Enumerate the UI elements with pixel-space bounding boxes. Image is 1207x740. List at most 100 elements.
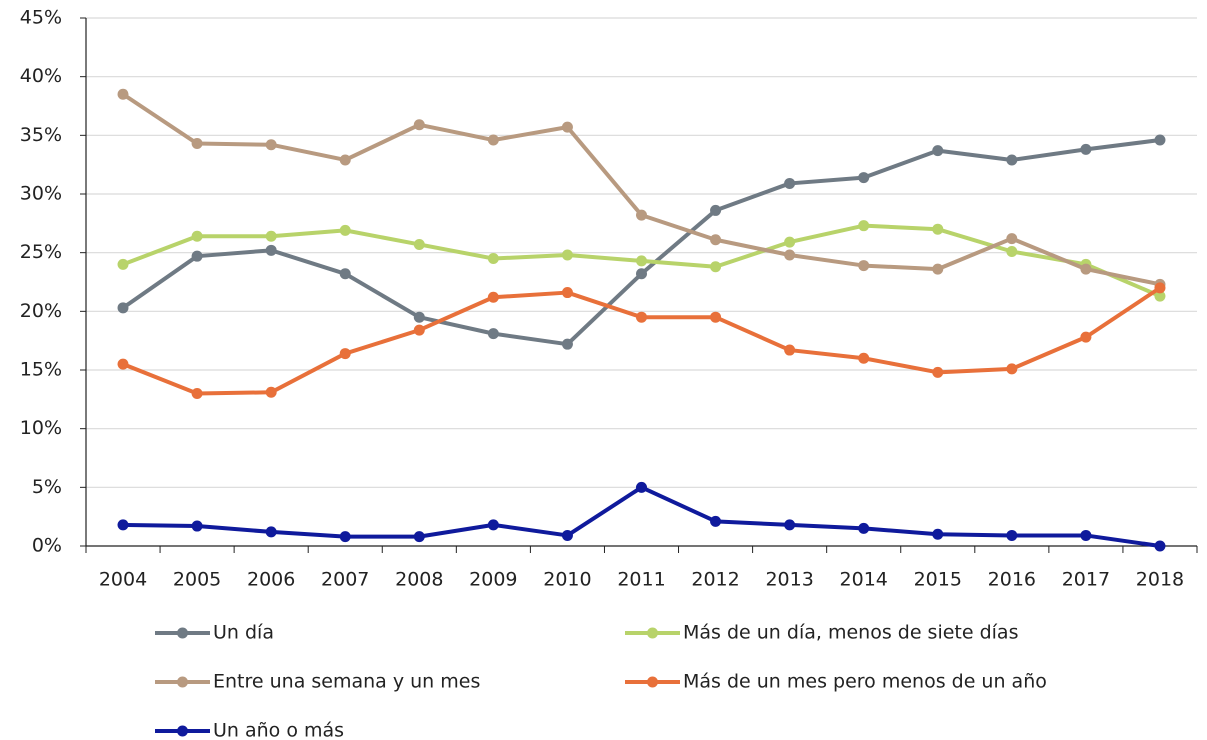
x-tick-label: 2016 xyxy=(988,569,1036,591)
data-point xyxy=(265,139,277,151)
legend-label: Un día xyxy=(213,622,274,644)
data-point xyxy=(1154,540,1166,552)
data-point xyxy=(932,223,944,235)
x-tick-label: 2013 xyxy=(765,569,813,591)
data-point xyxy=(858,220,870,232)
x-tick-label: 2011 xyxy=(617,569,665,591)
data-point xyxy=(265,230,277,242)
data-point xyxy=(1154,290,1166,302)
data-point xyxy=(784,344,796,356)
data-point xyxy=(1006,233,1018,245)
data-point xyxy=(1080,143,1092,155)
data-point xyxy=(413,531,425,543)
x-tick-label: 2005 xyxy=(173,569,221,591)
data-point xyxy=(117,88,129,100)
data-point xyxy=(636,255,647,267)
series-line xyxy=(123,485,1161,548)
data-point xyxy=(339,224,351,236)
data-point xyxy=(561,338,573,350)
data-point xyxy=(413,324,425,336)
data-point xyxy=(1006,363,1018,375)
x-tick-label: 2009 xyxy=(469,569,517,591)
data-point xyxy=(1006,245,1018,257)
y-tick-label: 20% xyxy=(20,300,62,322)
y-tick-label: 35% xyxy=(20,124,62,146)
data-point xyxy=(117,519,129,531)
data-point xyxy=(561,249,573,261)
data-point xyxy=(487,253,499,265)
data-point xyxy=(561,529,573,541)
data-point xyxy=(1080,529,1092,541)
x-tick-label: 2017 xyxy=(1062,569,1110,591)
data-point xyxy=(858,260,870,272)
x-tick-label: 2008 xyxy=(395,569,443,591)
data-point xyxy=(339,348,351,360)
data-point xyxy=(1154,282,1166,294)
legend-marker xyxy=(647,676,658,688)
x-tick-label: 2012 xyxy=(691,569,739,591)
data-point xyxy=(117,258,129,270)
legend-marker xyxy=(177,676,188,688)
data-point xyxy=(191,230,203,242)
legend-marker xyxy=(177,725,188,737)
data-point xyxy=(784,249,796,261)
data-point xyxy=(1154,134,1166,146)
data-point xyxy=(784,236,796,248)
data-point xyxy=(858,352,870,364)
y-tick-label: 30% xyxy=(20,183,62,205)
data-point xyxy=(858,172,870,184)
legend-label: Más de un mes pero menos de un año xyxy=(683,671,1047,693)
x-tick-label: 2010 xyxy=(543,569,591,591)
data-point xyxy=(339,154,351,166)
data-point xyxy=(932,528,944,540)
data-point xyxy=(561,287,573,299)
data-point xyxy=(191,387,203,399)
data-point xyxy=(710,515,722,527)
data-point xyxy=(1080,331,1092,343)
legend-marker xyxy=(177,627,188,639)
data-point xyxy=(561,121,573,133)
x-tick-label: 2006 xyxy=(247,569,295,591)
data-point xyxy=(710,204,722,216)
legend-label: Entre una semana y un mes xyxy=(213,671,480,693)
y-tick-label: 10% xyxy=(20,417,62,439)
data-point xyxy=(413,238,425,250)
y-tick-label: 15% xyxy=(20,359,62,381)
x-tick-label: 2004 xyxy=(99,569,147,591)
data-point xyxy=(339,268,351,280)
data-point xyxy=(413,311,425,323)
data-point xyxy=(636,268,647,280)
legend-label: Más de un día, menos de siete días xyxy=(683,622,1018,644)
data-point xyxy=(710,261,722,273)
data-point xyxy=(784,177,796,189)
x-tick-label: 2015 xyxy=(914,569,962,591)
data-point xyxy=(487,134,499,146)
x-tick-label: 2014 xyxy=(840,569,888,591)
legend-label: Un año o más xyxy=(213,720,344,740)
data-point xyxy=(1006,154,1018,166)
data-point xyxy=(636,311,647,323)
data-point xyxy=(117,302,129,314)
data-point xyxy=(487,291,499,303)
x-tick-label: 2007 xyxy=(321,569,369,591)
data-point xyxy=(710,311,722,323)
data-point xyxy=(265,526,277,538)
data-point xyxy=(1006,529,1018,541)
series-line xyxy=(122,286,1162,396)
data-point xyxy=(339,531,351,543)
data-point xyxy=(636,209,647,221)
data-point xyxy=(858,522,870,534)
data-point xyxy=(191,520,203,532)
data-point xyxy=(932,263,944,275)
y-tick-label: 40% xyxy=(20,65,62,87)
data-point xyxy=(636,481,647,493)
data-point xyxy=(413,119,425,131)
data-point xyxy=(191,250,203,262)
y-tick-label: 0% xyxy=(32,535,62,557)
x-tick-label: 2018 xyxy=(1136,569,1184,591)
data-point xyxy=(932,366,944,378)
y-tick-label: 5% xyxy=(32,476,62,498)
y-tick-label: 45% xyxy=(20,7,62,29)
data-point xyxy=(117,358,129,370)
